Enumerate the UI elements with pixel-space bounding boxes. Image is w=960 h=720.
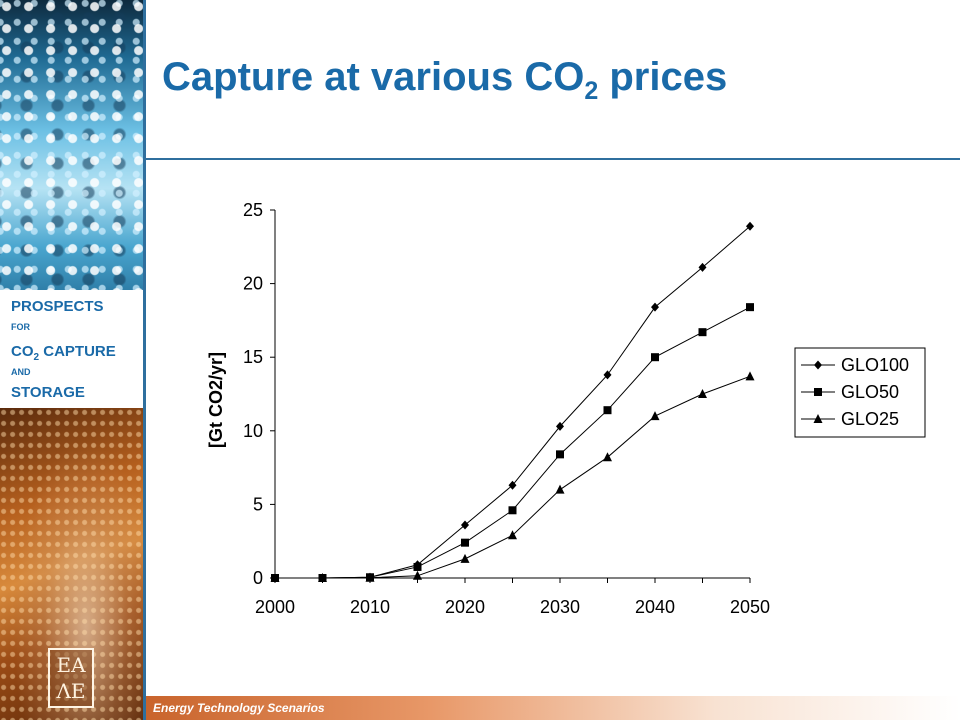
sidebar: PROSPECTS FOR CO2 CAPTURE AND STORAGE ΕΑ… (0, 0, 143, 720)
point-glo25 (318, 573, 327, 582)
legend-label-glo25: GLO25 (841, 409, 899, 429)
brand-co2-subscript: 2 (33, 352, 40, 363)
point-glo100 (556, 421, 564, 431)
brand-line-storage: STORAGE (11, 384, 85, 401)
sidebar-divider (143, 0, 146, 720)
x-tick-label: 2010 (350, 597, 390, 617)
legend-label-glo50: GLO50 (841, 382, 899, 402)
y-tick-label: 15 (243, 347, 263, 367)
point-glo100 (603, 370, 612, 380)
point-glo25 (555, 484, 565, 494)
line-glo25 (275, 375, 751, 579)
point-glo25 (460, 553, 470, 563)
iea-logo-glyph-bottom: ΛΕ (56, 679, 86, 703)
title-end-text: prices (598, 55, 728, 99)
y-tick-label: 10 (243, 421, 263, 441)
series-glo25 (270, 371, 755, 582)
legend-marker-glo50 (814, 388, 822, 396)
point-glo25 (698, 389, 707, 398)
brand-line-prospects: PROSPECTS (11, 298, 104, 315)
title-main-text: Capture at various CO (162, 55, 585, 99)
y-tick-label: 5 (253, 494, 263, 514)
plot-frame (274, 210, 750, 579)
point-glo25 (650, 411, 660, 421)
title-subscript: 2 (584, 77, 599, 105)
axis-ticks: 0 5 10 15 20 25 2000 2010 2020 2030 2040 2050 (243, 200, 770, 617)
point-glo25 (508, 530, 517, 540)
x-tick-label: 2040 (635, 597, 675, 617)
point-glo100 (651, 302, 659, 312)
legend-marker-glo100 (814, 360, 822, 370)
legend-label-glo100: GLO100 (841, 355, 909, 375)
point-glo25 (413, 570, 422, 580)
x-tick-label: 2050 (730, 597, 770, 617)
y-tick-label: 0 (253, 568, 263, 588)
series-glo100 (271, 221, 754, 583)
point-glo50 (461, 538, 469, 547)
x-tick-label: 2020 (445, 597, 485, 617)
y-tick-label: 20 (243, 274, 263, 294)
point-glo50 (556, 450, 564, 459)
point-glo25 (603, 452, 612, 462)
point-glo50 (746, 303, 754, 312)
brand-line-for: FOR (11, 322, 30, 332)
sidebar-brand-panel (0, 290, 143, 408)
page-title: Capture at various CO2 prices (162, 55, 727, 106)
legend-marker-glo25 (813, 414, 823, 423)
brand-co2-text: CO (11, 343, 34, 360)
point-glo50 (508, 506, 517, 515)
point-glo25 (745, 371, 755, 381)
x-tick-label: 2000 (255, 597, 295, 617)
brand-line-co2-capture: CO2 CAPTURE (11, 343, 116, 363)
title-divider (146, 158, 960, 160)
footer-bar (146, 696, 960, 720)
footer-text: Energy Technology Scenarios (153, 701, 325, 715)
sand-image (0, 408, 143, 720)
point-glo100 (746, 221, 754, 231)
point-glo50 (603, 406, 612, 415)
series-glo50 (271, 303, 754, 582)
point-glo100 (698, 262, 707, 272)
x-tick-label: 2030 (540, 597, 580, 617)
brand-capture-text: CAPTURE (39, 343, 116, 360)
brand-line-and: AND (11, 367, 31, 377)
chart-legend: GLO100 GLO50 GLO25 (794, 347, 926, 438)
iea-logo-glyph-top: ΕΑ (56, 653, 86, 677)
bubbles-image (0, 0, 143, 290)
y-tick-label: 25 (243, 200, 263, 220)
point-glo100 (508, 480, 517, 490)
point-glo50 (413, 562, 422, 571)
point-glo100 (461, 520, 469, 530)
point-glo50 (698, 328, 707, 337)
line-glo100 (275, 225, 751, 579)
point-glo25 (270, 573, 280, 582)
iea-logo (48, 648, 94, 708)
y-axis-title: [Gt CO2/yr] (206, 352, 226, 448)
point-glo25 (365, 572, 375, 582)
series-group (270, 221, 755, 583)
point-glo50 (651, 353, 659, 362)
